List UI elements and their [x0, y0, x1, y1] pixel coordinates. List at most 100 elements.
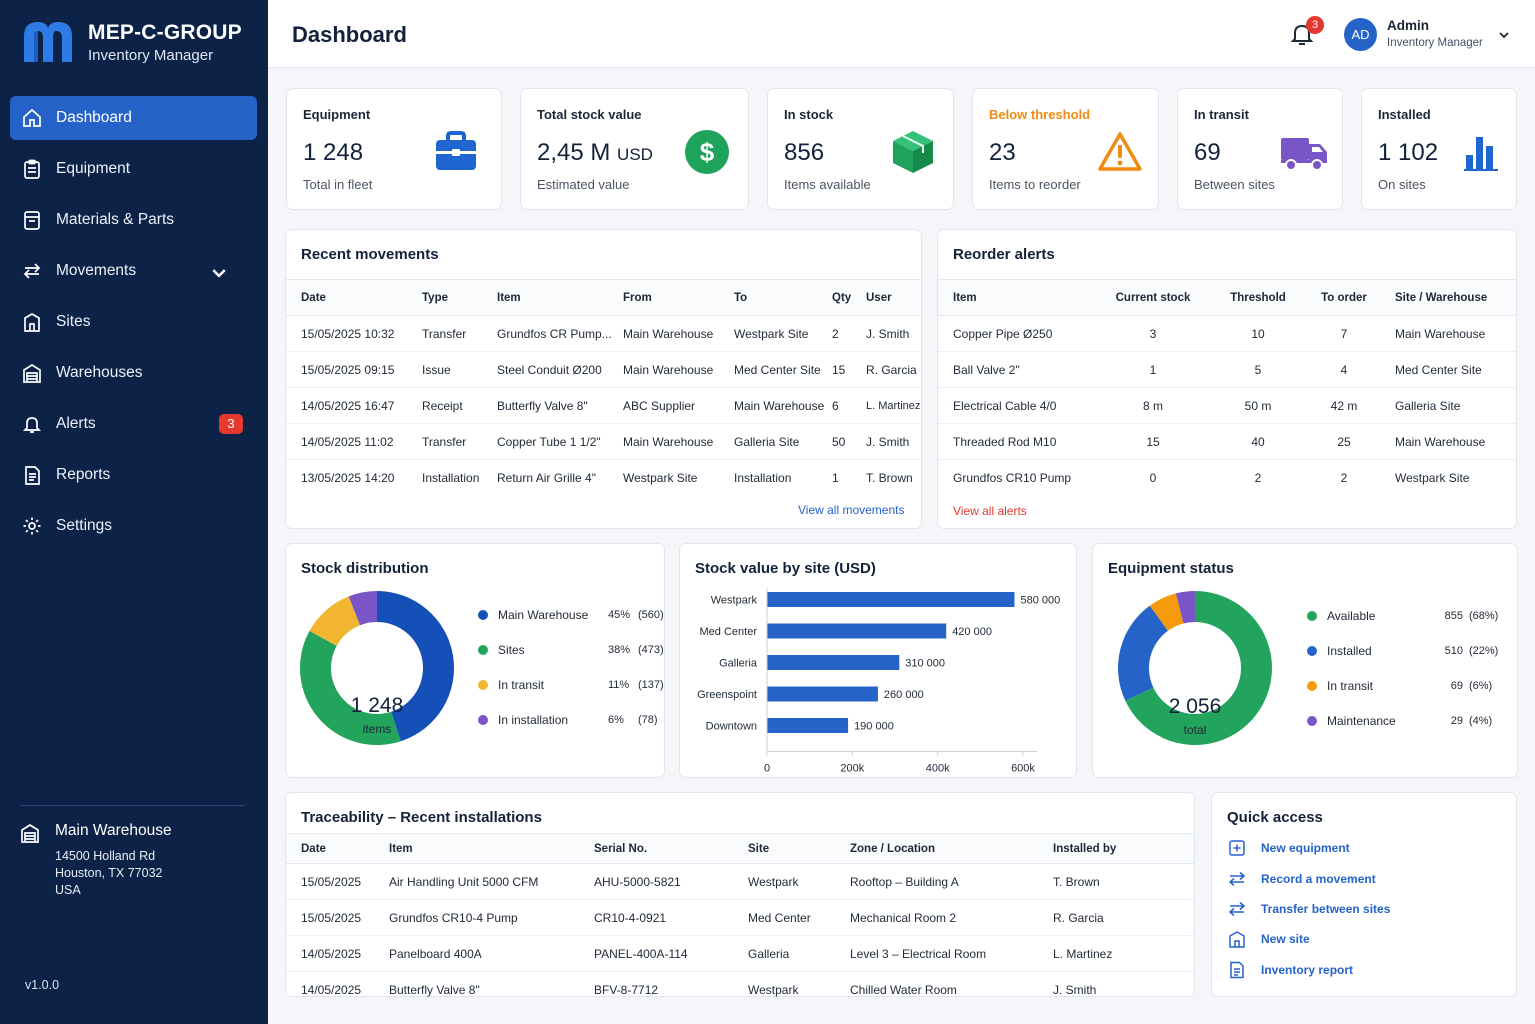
kpi-subtitle: Total in fleet [303, 177, 373, 192]
user-role: Inventory Manager [1387, 37, 1483, 49]
quick-record-movement[interactable]: Record a movement [1228, 870, 1376, 888]
sidebar-item-materials[interactable]: Materials & Parts [10, 198, 257, 242]
sidebar-item-movements[interactable]: Movements [10, 249, 257, 293]
donut-segment[interactable] [1175, 591, 1195, 624]
table-header-row: Date Item Serial No. Site Zone / Locatio… [286, 833, 1194, 864]
donut-segment[interactable] [309, 596, 361, 646]
view-all-movements-link[interactable]: View all movements [798, 503, 905, 517]
legend-item: Available 855 (68%) [1307, 609, 1498, 623]
sidebar-item-sites[interactable]: Sites [10, 300, 257, 344]
legend-count: (78) [638, 714, 658, 726]
table-row[interactable]: Threaded Rod M10 15 40 25 Main Warehouse [938, 423, 1516, 460]
column-header[interactable]: Item [389, 833, 594, 864]
table-row[interactable]: 14/05/2025 Panelboard 400A PANEL-400A-114 G… [286, 935, 1194, 972]
quick-new-site[interactable]: New site [1228, 930, 1310, 948]
kpi-value: 1 248 [303, 139, 364, 166]
kpi-card-stock-value[interactable]: Total stock value 2,45 M USD Estimated v… [520, 88, 749, 210]
kpi-card-in-stock[interactable]: In stock 856 Items available [767, 88, 954, 210]
column-header[interactable]: Current stock [1093, 279, 1213, 316]
table-row[interactable]: Copper Pipe Ø250 3 10 7 Main Warehouse [938, 315, 1516, 352]
table-row[interactable]: 15/05/2025 Air Handling Unit 5000 CFM AHU-… [286, 863, 1194, 900]
user-name[interactable]: Admin [1387, 18, 1429, 33]
column-header[interactable]: From [623, 279, 734, 316]
bar[interactable] [767, 592, 1015, 607]
column-header[interactable]: Serial No. [594, 833, 748, 864]
chevron-down-icon[interactable] [209, 263, 229, 283]
sidebar-item-reports[interactable]: Reports [10, 453, 257, 497]
donut-segment[interactable] [377, 591, 454, 742]
column-header[interactable]: Installed by [1053, 833, 1194, 864]
column-header[interactable]: Item [938, 279, 1093, 316]
column-header[interactable]: Zone / Location [850, 833, 1053, 864]
sidebar-item-dashboard[interactable]: Dashboard [10, 96, 257, 140]
avatar[interactable]: AD [1344, 18, 1377, 51]
donut-segment[interactable] [1118, 605, 1168, 701]
table-cell: 13/05/2025 14:20 [301, 470, 395, 485]
table-row[interactable]: 14/05/2025 16:47 Receipt Butterfly Valve 8… [286, 387, 921, 424]
table-cell: 50 [832, 423, 866, 460]
sidebar-item-warehouses[interactable]: Warehouses [10, 351, 257, 395]
sidebar-item-equipment[interactable]: Equipment [10, 147, 257, 191]
table-row[interactable]: 15/05/2025 10:32 Transfer Grundfos CR Pump… [286, 315, 921, 352]
bar[interactable] [767, 686, 878, 702]
chevron-down-icon[interactable] [1498, 30, 1510, 40]
donut-segment[interactable] [300, 630, 401, 745]
table-header-row: Item Current stock Threshold To order Si… [938, 279, 1516, 316]
table-header-row: Date Type Item From To Qty User [286, 279, 921, 316]
column-header[interactable]: Date [286, 279, 422, 316]
table-cell: Main Warehouse [623, 315, 734, 352]
notification-bell-icon[interactable] [1288, 20, 1316, 48]
bar[interactable] [767, 655, 900, 670]
table-row[interactable]: 15/05/2025 Grundfos CR10-4 Pump CR10-4-092… [286, 899, 1194, 936]
table-row[interactable]: 14/05/2025 Butterfly Valve 8" BFV-8-7712 We… [286, 972, 1194, 1008]
quick-transfer-sites[interactable]: Transfer between sites [1228, 900, 1390, 918]
table-cell: L. Martinez [1053, 935, 1194, 972]
donut-segment[interactable] [1149, 593, 1184, 631]
quick-inventory-report[interactable]: Inventory report [1228, 961, 1353, 979]
plus-square-icon [1229, 840, 1245, 856]
quick-new-equipment[interactable]: New equipment [1228, 839, 1350, 857]
bar[interactable] [767, 623, 947, 639]
table-cell: Level 3 – Electrical Room [850, 935, 1053, 972]
column-header[interactable]: User [866, 279, 921, 316]
column-header[interactable]: To order [1303, 279, 1385, 316]
legend-swatch [478, 645, 488, 655]
kpi-card-equipment[interactable]: Equipment 1 248 Total in fleet [286, 88, 502, 210]
column-header[interactable]: Qty [832, 279, 866, 316]
view-all-alerts-link[interactable]: View all alerts [953, 504, 1027, 518]
column-header[interactable]: Date [286, 833, 389, 864]
donut-segment[interactable] [1125, 591, 1272, 745]
kpi-card-below-threshold[interactable]: Below threshold 23 Items to reorder [972, 88, 1159, 210]
table-cell: 1 [1093, 351, 1213, 388]
table-row[interactable]: 13/05/2025 14:20 Installation Return Air G… [286, 460, 921, 496]
report-icon [25, 466, 40, 485]
traceability-panel: Traceability – Recent installations Date… [285, 792, 1195, 997]
column-header[interactable]: To [734, 279, 832, 316]
table-row[interactable]: 15/05/2025 09:15 Issue Steel Conduit Ø200 M… [286, 351, 921, 388]
sidebar-item-label: Settings [56, 517, 113, 534]
brand: MEP-C-GROUP Inventory Manager [20, 18, 242, 66]
column-header[interactable]: Site [748, 833, 850, 864]
table-row[interactable]: 14/05/2025 11:02 Transfer Copper Tube 1 1/… [286, 423, 921, 460]
quick-access-label: New equipment [1261, 841, 1350, 855]
legend-swatch [1307, 681, 1317, 691]
table-cell: Grundfos CR10 Pump [953, 470, 1072, 485]
column-header[interactable]: Type [422, 279, 497, 316]
donut-segment[interactable] [348, 591, 377, 626]
bar[interactable] [767, 718, 849, 733]
table-row[interactable]: Electrical Cable 4/0 8 m 50 m 42 m Galleria … [938, 387, 1516, 424]
column-header[interactable]: Item [497, 279, 623, 316]
column-header[interactable]: Threshold [1213, 279, 1303, 316]
sidebar-item-settings[interactable]: Settings [10, 504, 257, 548]
kpi-card-installed[interactable]: Installed 1 102 On sites [1361, 88, 1517, 210]
warehouse-address-line: USA [55, 883, 81, 897]
table-row[interactable]: Ball Valve 2" 1 5 4 Med Center Site [938, 351, 1516, 388]
column-header[interactable]: Site / Warehouse [1385, 279, 1516, 316]
table-row[interactable]: Grundfos CR10 Pump 0 2 2 Westpark Site [938, 460, 1516, 496]
page-title: Dashboard [292, 22, 407, 47]
legend-count: 510 [1444, 645, 1463, 657]
kpi-card-in-transit[interactable]: In transit 69 Between sites [1177, 88, 1343, 210]
equipment-status-panel: Equipment status 2 056 total Available 85… [1092, 543, 1518, 778]
table-cell: T. Brown [866, 470, 913, 485]
sidebar-item-alerts[interactable]: Alerts 3 [10, 402, 257, 446]
